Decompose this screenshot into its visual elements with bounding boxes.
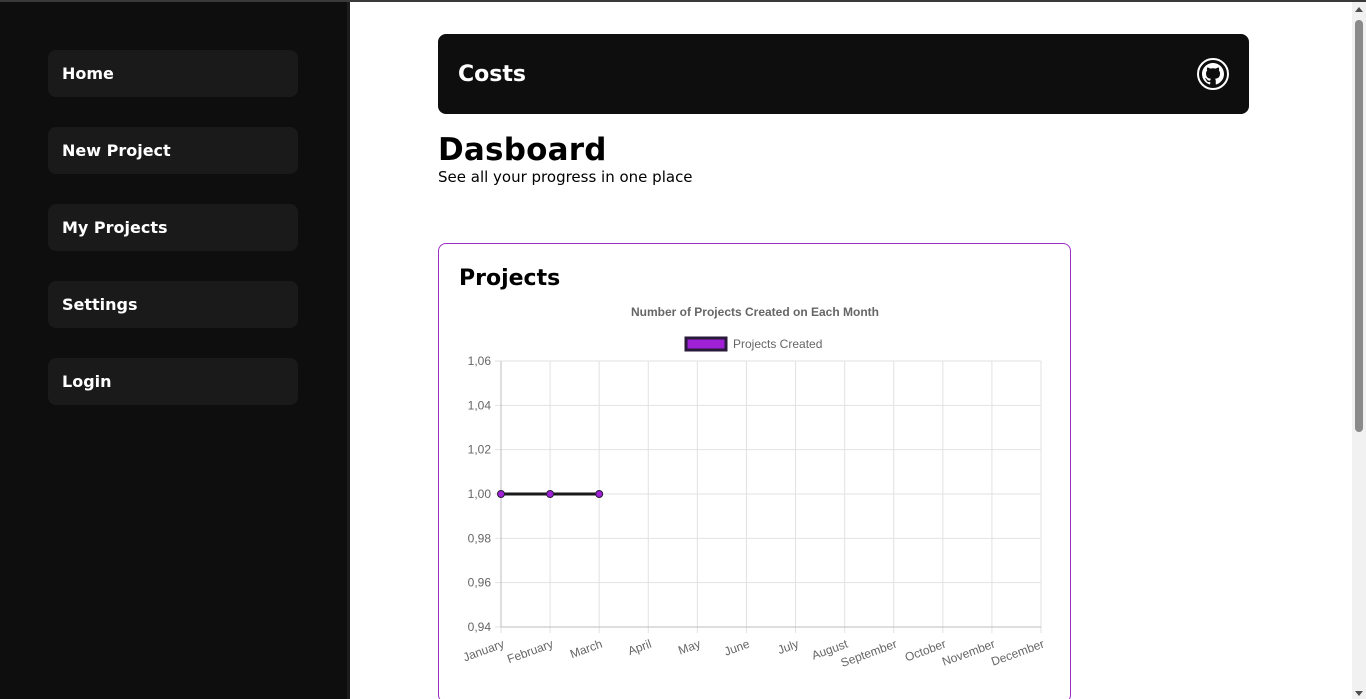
x-tick-label: November — [940, 637, 997, 669]
x-tick-label: December — [989, 637, 1046, 669]
y-tick-label: 1,02 — [468, 443, 492, 457]
scroll-down-icon[interactable] — [1355, 691, 1363, 696]
x-tick-label: January — [461, 637, 506, 665]
x-tick-label: September — [839, 637, 899, 670]
y-tick-label: 1,04 — [468, 398, 492, 412]
legend-swatch — [684, 336, 728, 352]
y-tick-label: 1,00 — [468, 487, 492, 501]
y-tick-label: 0,98 — [468, 531, 492, 545]
sidebar-item-label: My Projects — [62, 218, 168, 237]
data-point — [546, 490, 555, 498]
x-tick-label: April — [626, 637, 653, 658]
x-tick-label: July — [776, 637, 801, 657]
sidebar-item-label: Home — [62, 64, 114, 83]
x-tick-label: June — [722, 637, 752, 659]
x-tick-label: May — [676, 637, 702, 658]
projects-card: Projects Number of Projects Created on E… — [438, 243, 1071, 699]
vertical-scrollbar[interactable] — [1352, 2, 1366, 699]
y-tick-label: 0,94 — [468, 620, 492, 634]
legend-label: Projects Created — [733, 337, 822, 351]
x-tick-label: February — [505, 637, 555, 667]
sidebar-item-label: Settings — [62, 295, 138, 314]
sidebar-item-my-projects[interactable]: My Projects — [48, 204, 298, 251]
github-link[interactable] — [1197, 58, 1229, 90]
projects-line-chart: Number of Projects Created on Each Month… — [461, 305, 1046, 670]
sidebar: Home New Project My Projects Settings Lo… — [0, 2, 350, 699]
y-tick-label: 1,06 — [468, 354, 492, 368]
github-icon — [1202, 63, 1224, 85]
scroll-thumb[interactable] — [1355, 20, 1363, 432]
card-title: Projects — [459, 266, 561, 291]
main-content: Costs Dasboard See all your progress in … — [350, 2, 1352, 699]
sidebar-item-settings[interactable]: Settings — [48, 281, 298, 328]
sidebar-item-label: Login — [62, 372, 112, 391]
scroll-up-icon[interactable] — [1355, 7, 1363, 12]
data-point — [497, 490, 505, 498]
sidebar-item-new-project[interactable]: New Project — [48, 127, 298, 174]
x-tick-label: March — [568, 637, 604, 662]
sidebar-item-home[interactable]: Home — [48, 50, 298, 97]
chart-title: Number of Projects Created on Each Month — [631, 305, 879, 319]
page-title: Dasboard — [438, 132, 607, 168]
page-subtitle: See all your progress in one place — [438, 168, 693, 186]
top-bar: Costs — [438, 34, 1249, 114]
y-tick-label: 0,96 — [468, 576, 492, 590]
sidebar-item-login[interactable]: Login — [48, 358, 298, 405]
data-point — [595, 490, 604, 498]
sidebar-item-label: New Project — [62, 141, 171, 160]
app-title: Costs — [458, 61, 526, 87]
